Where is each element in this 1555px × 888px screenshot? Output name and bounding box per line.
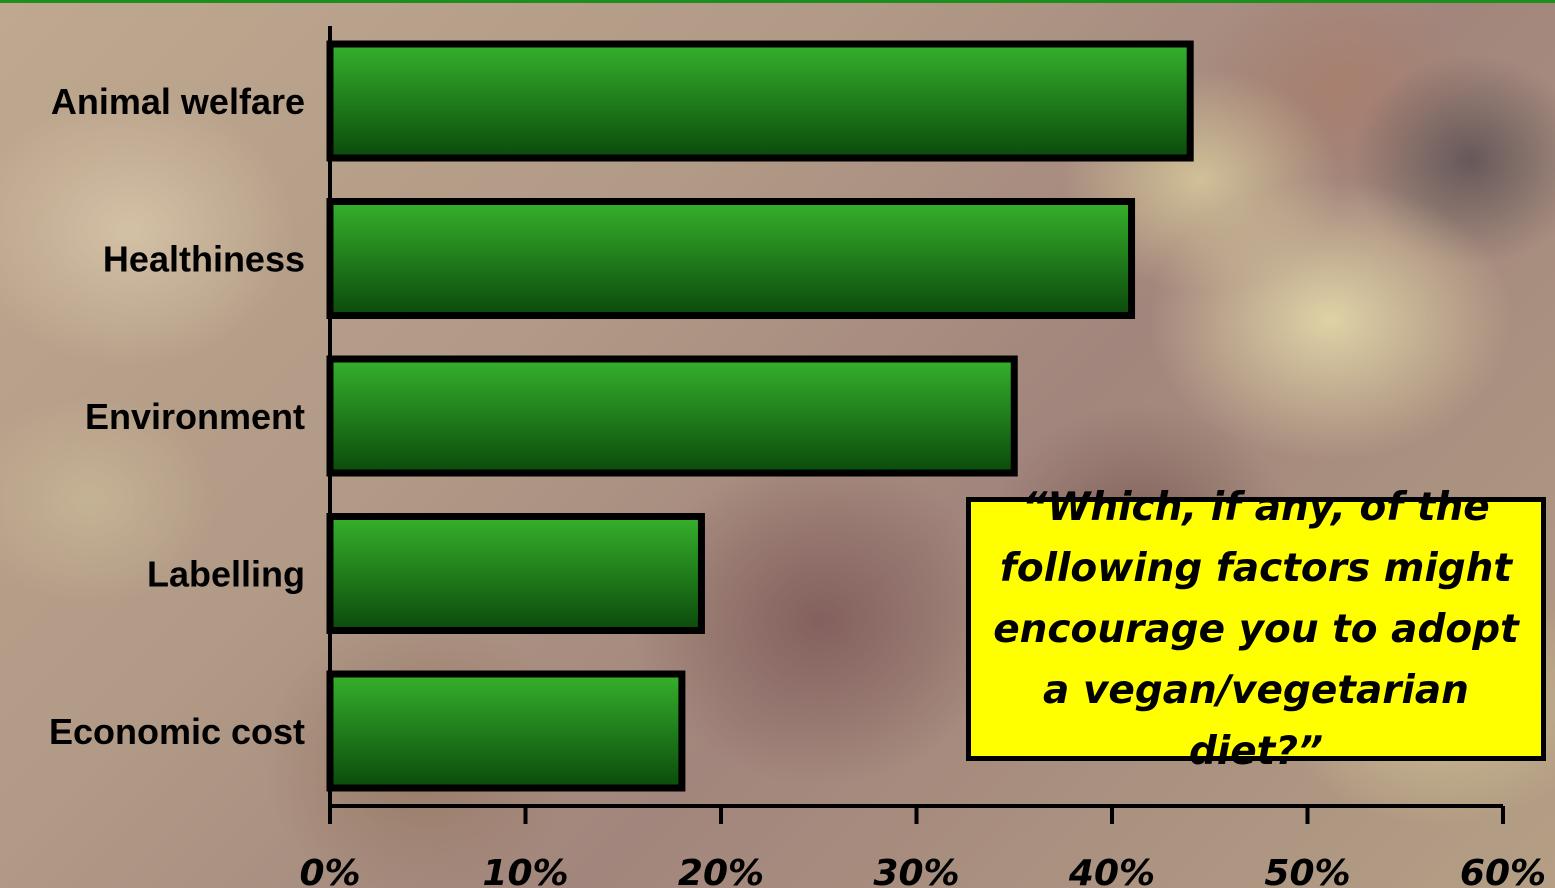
x-tick-label: 40% xyxy=(1068,853,1155,888)
x-tick-label: 20% xyxy=(678,853,764,888)
category-label: Environment xyxy=(85,396,305,437)
x-tick-label: 60% xyxy=(1460,853,1546,888)
category-label: Labelling xyxy=(147,554,305,595)
category-label: Economic cost xyxy=(49,711,305,752)
x-tick-label: 30% xyxy=(873,853,959,888)
category-label: Animal welfare xyxy=(51,81,305,122)
category-labels: Animal welfare Healthiness Environment Labe… xyxy=(49,81,305,752)
bar-animal-welfare xyxy=(326,40,1194,162)
x-tick-label: 50% xyxy=(1264,853,1350,888)
x-tick-label: 10% xyxy=(482,853,568,888)
bar-labelling xyxy=(326,513,705,634)
bar-environment xyxy=(326,355,1018,477)
question-callout: “Which, if any, of the following factors… xyxy=(966,485,1546,774)
bars-layer xyxy=(326,40,1194,792)
x-axis xyxy=(328,26,1505,824)
bar-healthiness xyxy=(326,198,1136,319)
question-text: “Which, if any, of the following factors… xyxy=(993,484,1519,774)
x-tick-label: 0% xyxy=(299,853,360,888)
bar-economic-cost xyxy=(326,670,686,792)
top-accent-line xyxy=(0,0,1555,3)
category-label: Healthiness xyxy=(103,239,305,280)
tick-labels: 0% 10% 20% 30% 40% 50% 60% xyxy=(299,853,1546,888)
